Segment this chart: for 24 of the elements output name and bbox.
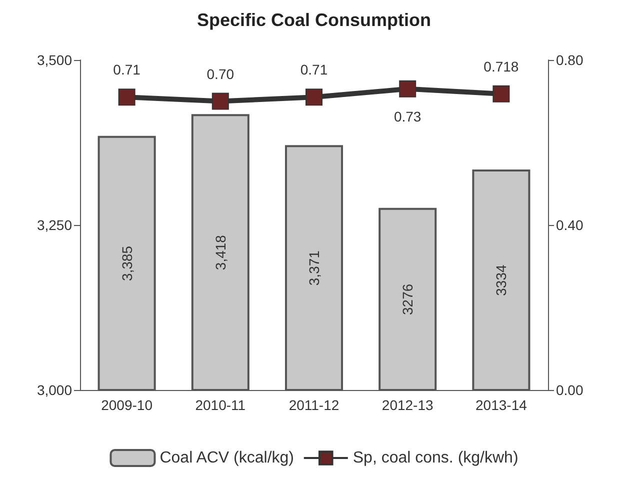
data-label: 3276 bbox=[400, 284, 416, 315]
data-label: 0.71 bbox=[300, 62, 328, 78]
x-tick-label: 2011-12 bbox=[288, 397, 340, 413]
y2-tick-label: 0.00 bbox=[556, 382, 584, 398]
data-label: 0.70 bbox=[206, 66, 234, 82]
y-tick-label: 3,250 bbox=[36, 217, 72, 233]
x-tick-label: 2012-13 bbox=[382, 397, 434, 413]
data-label: 3,385 bbox=[118, 246, 135, 281]
data-label: 0.73 bbox=[394, 108, 422, 124]
y2-tick-label: 0.40 bbox=[556, 217, 584, 233]
y-tick-label: 3,500 bbox=[36, 52, 72, 68]
data-label: 3,371 bbox=[306, 250, 322, 286]
x-tick-label: 2010-11 bbox=[195, 397, 246, 413]
data-label: 0.718 bbox=[484, 58, 519, 74]
data-label: 3334 bbox=[493, 264, 510, 296]
chart-title: Specific Coal Consumption bbox=[196, 10, 432, 30]
y-tick-label: 3,000 bbox=[36, 382, 72, 398]
data-label: 0.71 bbox=[113, 62, 141, 78]
legend-label: Sp, coal cons. (kg/kwh) bbox=[352, 450, 518, 466]
x-tick-label: 2013-14 bbox=[476, 397, 528, 413]
x-tick-label: 2009-10 bbox=[101, 397, 153, 413]
data-label: 3,418 bbox=[212, 234, 228, 270]
legend-label: Coal ACV (kcal/kg) bbox=[160, 450, 294, 466]
y2-tick-label: 0.80 bbox=[556, 52, 584, 68]
